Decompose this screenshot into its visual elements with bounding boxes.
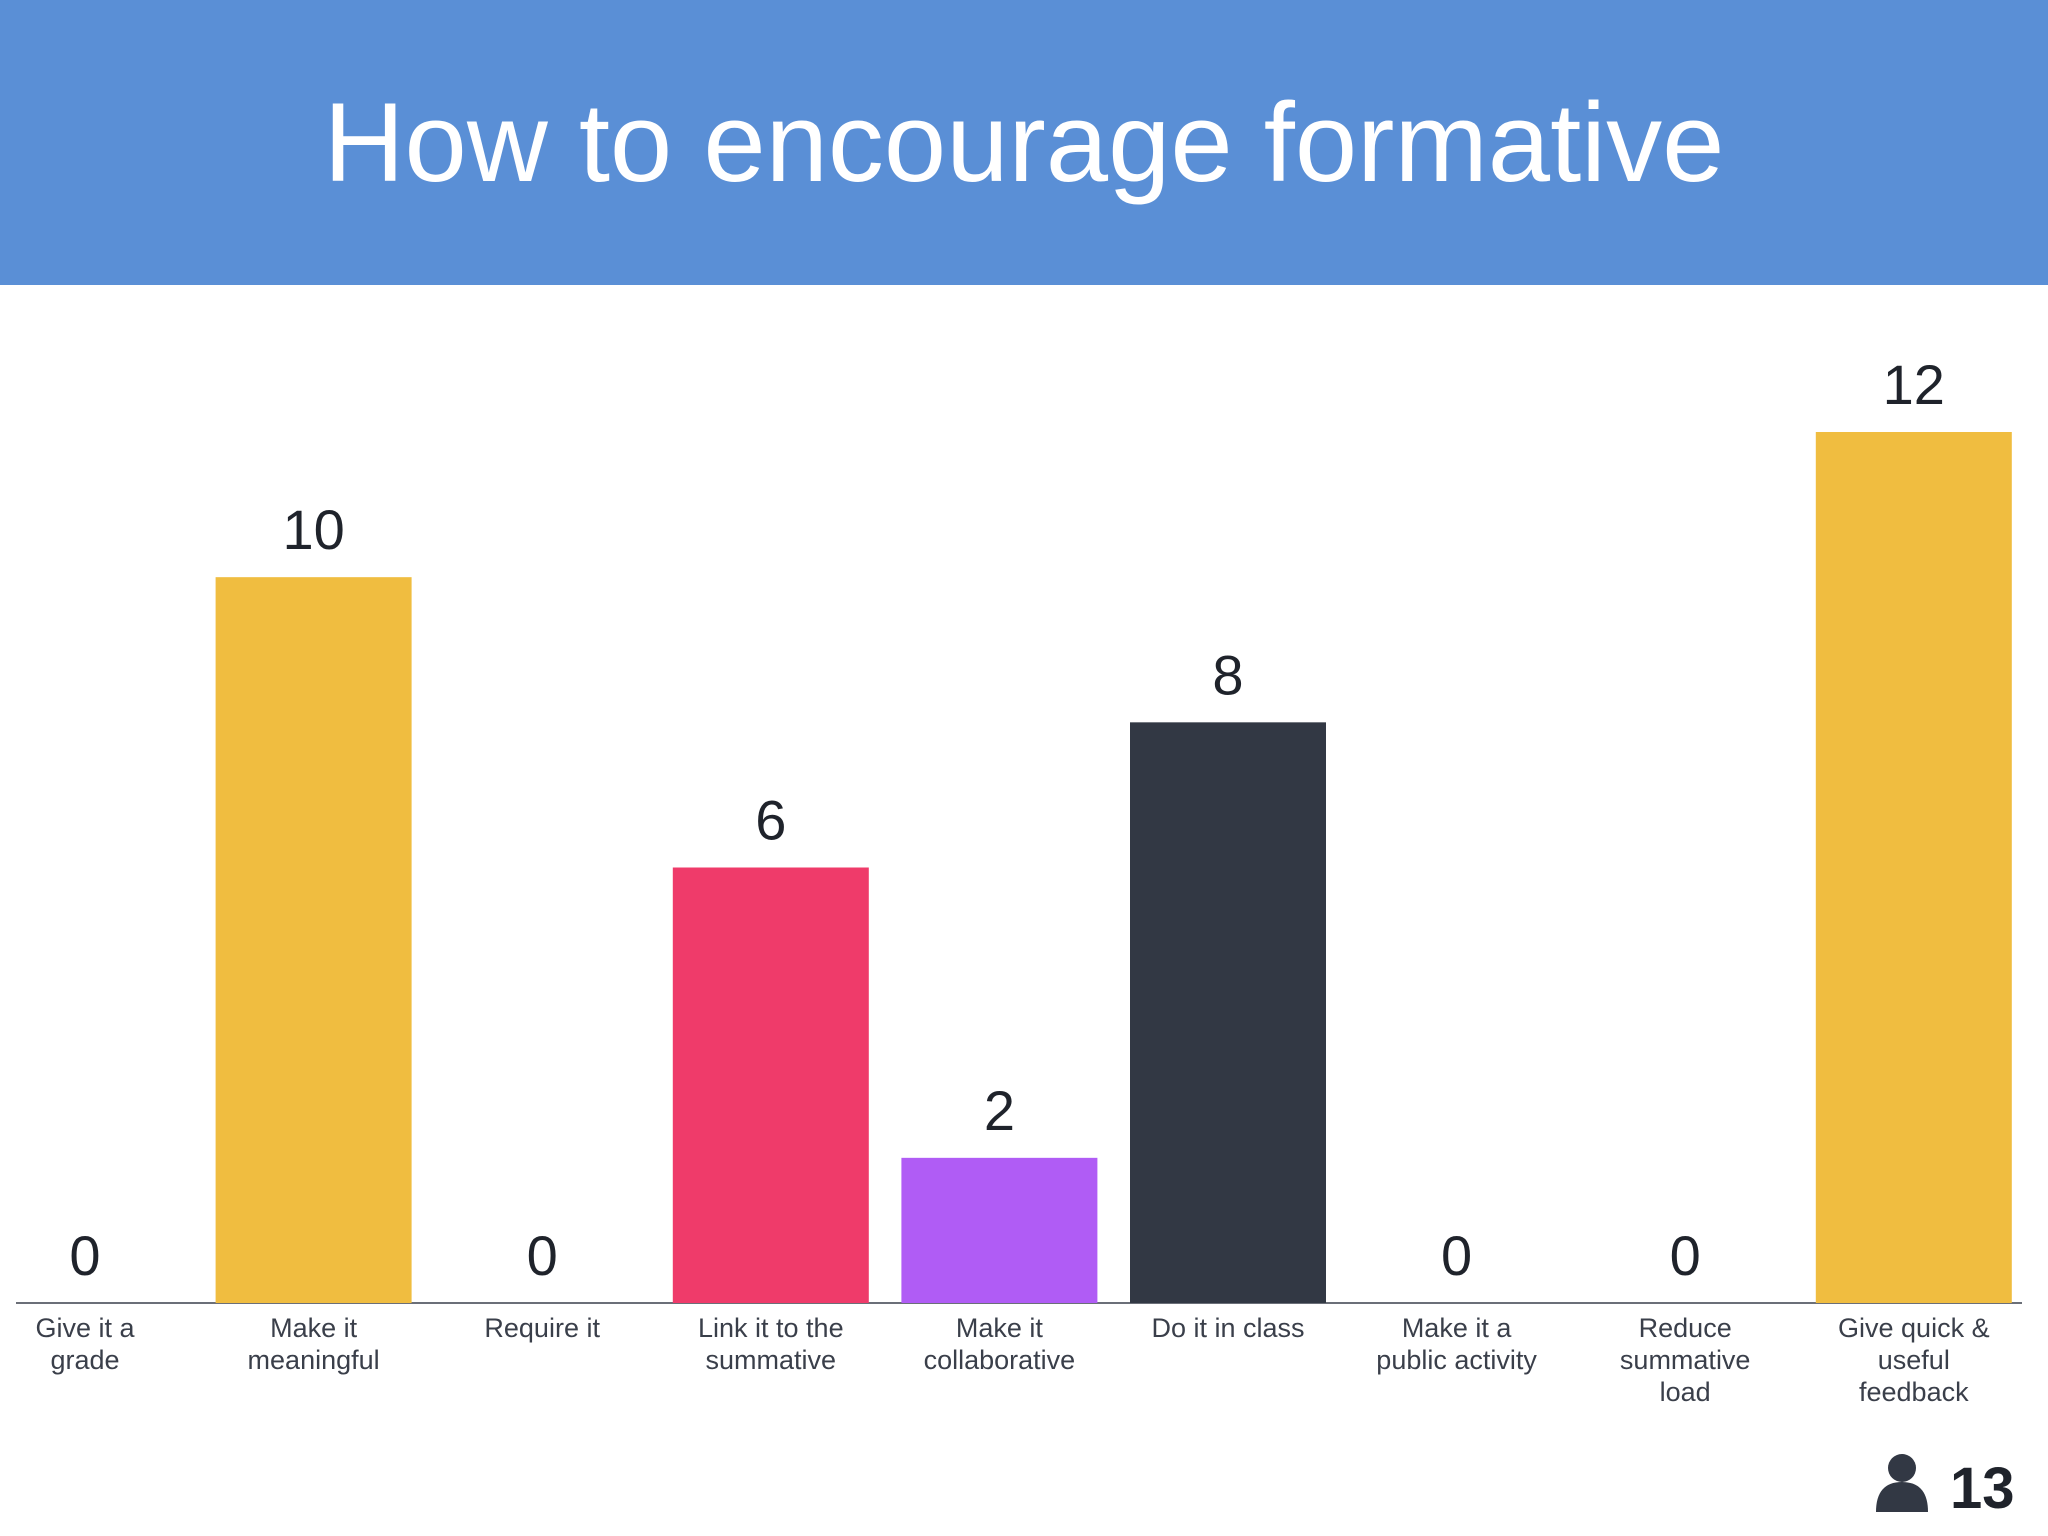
person-icon <box>1876 1454 1928 1512</box>
value-label: 10 <box>282 498 344 561</box>
bar <box>672 867 869 1303</box>
value-label: 12 <box>1883 353 1945 416</box>
bar <box>1130 722 1326 1303</box>
value-label: 6 <box>755 789 786 852</box>
value-label: 0 <box>1441 1224 1472 1287</box>
category-label: Reduce summative load <box>1619 1313 1751 1407</box>
category-label: Do it in class <box>1151 1313 1305 1343</box>
category-label: Give quick & useful feedback <box>1838 1313 1990 1407</box>
bar <box>901 1157 1098 1303</box>
category-label: Make it a public activity <box>1376 1313 1537 1375</box>
value-label: 8 <box>1212 643 1243 706</box>
response-count: 13 <box>1950 1456 2015 1521</box>
value-label: 0 <box>69 1224 100 1287</box>
chart-title: How to encourage formative <box>323 80 1725 205</box>
bar <box>1815 432 2012 1303</box>
category-label: Make it meaningful <box>247 1313 380 1375</box>
value-label: 2 <box>984 1079 1015 1142</box>
bar <box>215 577 412 1303</box>
header-band <box>0 0 2048 285</box>
value-label: 0 <box>527 1224 558 1287</box>
category-label: Make it collaborative <box>923 1313 1076 1375</box>
value-label: 0 <box>1670 1224 1701 1287</box>
category-label: Give it a grade <box>35 1313 135 1375</box>
category-label: Link it to the summative <box>698 1313 844 1375</box>
category-label: Require it <box>484 1313 600 1343</box>
